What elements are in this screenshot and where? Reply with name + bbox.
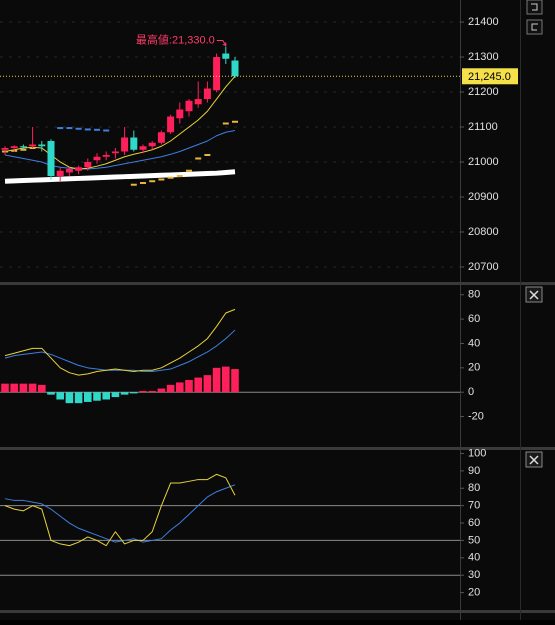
annotation: 最高値:21,330.0 <box>136 32 215 46</box>
histogram-bar <box>120 392 129 395</box>
histogram-bar <box>19 383 28 393</box>
y-tick-label: 80 <box>468 482 480 494</box>
candle-body <box>10 146 18 148</box>
histogram-bar <box>84 392 92 402</box>
candle-body <box>38 144 46 147</box>
indicator-line <box>4 484 236 543</box>
indicator-line <box>4 329 236 372</box>
candle-body <box>111 151 119 154</box>
candle-body <box>139 146 147 150</box>
y-tick-label: 30 <box>468 569 480 581</box>
redo-button[interactable] <box>526 19 543 35</box>
candle-body <box>167 116 175 133</box>
candle-body <box>65 168 73 173</box>
histogram-bar <box>1 383 9 393</box>
candle-body <box>148 142 156 147</box>
y-tick-label: 20800 <box>468 226 499 238</box>
panel-divider <box>0 447 555 450</box>
histogram-bar <box>130 392 138 394</box>
candle-body <box>231 60 239 77</box>
histogram-bar <box>166 384 175 393</box>
histogram-bar <box>222 366 230 393</box>
candle-body <box>213 57 221 91</box>
y-tick-label: -20 <box>468 410 484 422</box>
y-tick-label: 60 <box>468 517 480 529</box>
candle-body <box>185 100 193 112</box>
y-tick-label: 21100 <box>468 121 498 133</box>
candle-body <box>75 167 83 171</box>
indicator-line <box>4 308 236 376</box>
y-tick-label: 20700 <box>468 261 499 273</box>
histogram-bar <box>231 369 239 393</box>
candle-body <box>130 137 138 150</box>
candle-body <box>1 147 9 150</box>
candle-body <box>29 144 37 147</box>
annotation-arrow <box>216 40 227 47</box>
histogram-bar <box>28 383 37 393</box>
histogram-bar <box>74 392 83 404</box>
y-tick-label: 21400 <box>468 16 499 28</box>
candle-body <box>56 170 64 176</box>
candle-body <box>84 161 92 168</box>
histogram-bar <box>65 392 74 404</box>
y-tick-label: 20900 <box>468 191 499 203</box>
histogram-bar <box>176 382 184 393</box>
candle-body <box>19 146 27 148</box>
y-tick-label: 20 <box>468 587 480 599</box>
histogram-bar <box>157 388 166 393</box>
candle-body <box>176 109 184 119</box>
candle-body <box>93 156 101 161</box>
indicator-line <box>4 130 236 170</box>
indicator-line <box>4 473 236 547</box>
y-tick-label: 21300 <box>468 51 499 63</box>
y-tick-label: 90 <box>468 465 480 477</box>
histogram-bar <box>38 384 46 393</box>
histogram-bar <box>93 392 101 401</box>
y-tick-label: 50 <box>468 534 480 546</box>
y-tick-label: 21200 <box>468 86 499 98</box>
y-tick-label: 21000 <box>468 156 499 168</box>
close-button[interactable] <box>525 286 543 303</box>
candle-body <box>203 88 211 100</box>
histogram-bar <box>212 367 221 393</box>
histogram-bar <box>203 375 212 393</box>
last-price-label: 21,245.0 <box>468 71 511 83</box>
histogram-bar <box>185 380 193 393</box>
y-tick-label: 70 <box>468 500 480 512</box>
candle-body <box>157 132 165 143</box>
histogram-bar <box>148 390 156 393</box>
histogram-bar <box>56 392 64 400</box>
candle-body <box>102 154 110 157</box>
y-tick-label: 60 <box>468 313 480 325</box>
histogram-bar <box>194 377 202 393</box>
y-tick-label: 40 <box>468 337 480 349</box>
candle-body <box>222 53 230 59</box>
panel-divider <box>0 282 555 285</box>
histogram-bar <box>111 392 120 398</box>
candle-body <box>194 99 202 105</box>
close-button[interactable] <box>525 451 543 468</box>
indicator-line <box>4 169 236 184</box>
y-tick-label: 20 <box>468 362 480 374</box>
histogram-bar <box>102 392 110 400</box>
histogram-bar <box>10 383 18 393</box>
indicator-line <box>4 75 236 170</box>
candle-body <box>121 137 129 152</box>
histogram-bar <box>47 392 55 395</box>
candle-body <box>47 141 55 176</box>
y-tick-label: 80 <box>468 289 480 301</box>
histogram-bar <box>139 390 147 393</box>
undo-button[interactable] <box>526 0 543 15</box>
last-price-box <box>462 68 518 85</box>
y-tick-label: 0 <box>468 386 474 398</box>
y-tick-label: 100 <box>468 447 486 459</box>
y-tick-label: 40 <box>468 552 480 564</box>
panel-divider <box>0 610 555 613</box>
